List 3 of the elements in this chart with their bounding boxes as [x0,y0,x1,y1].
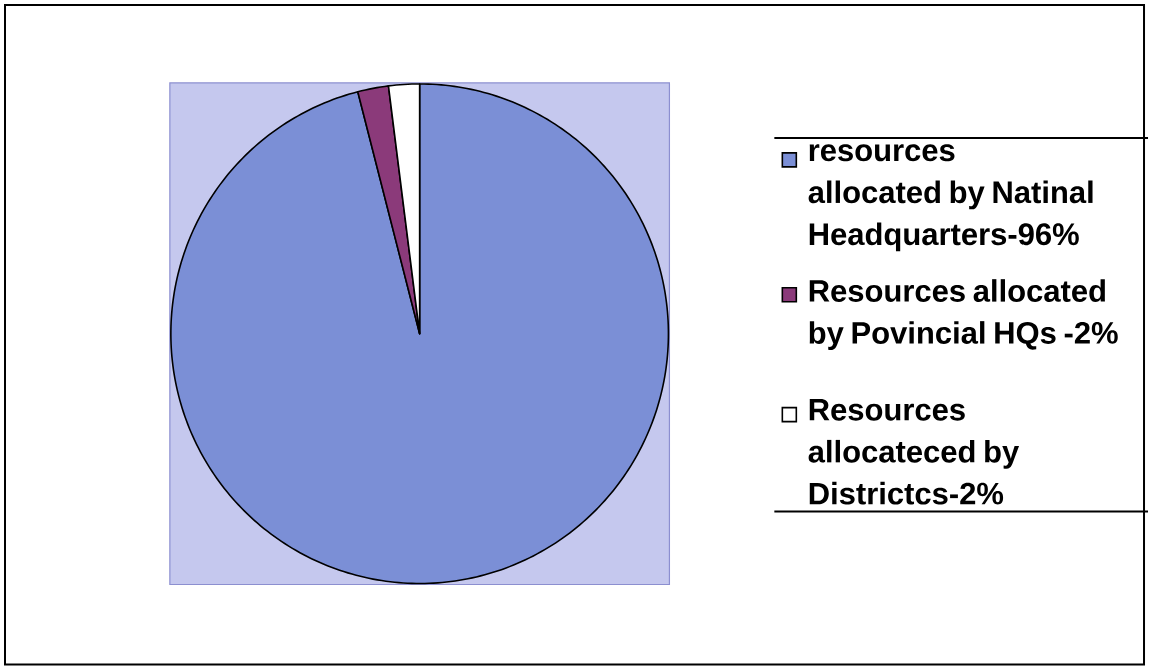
legend-label: resources allocated by Natinal Headquarters-96% [808,144,1093,252]
legend-label: Resources allocated by Povincial HQs -2% [809,278,1118,350]
legend-label: Resources allocateced by Districtcs-2% [808,398,1020,505]
